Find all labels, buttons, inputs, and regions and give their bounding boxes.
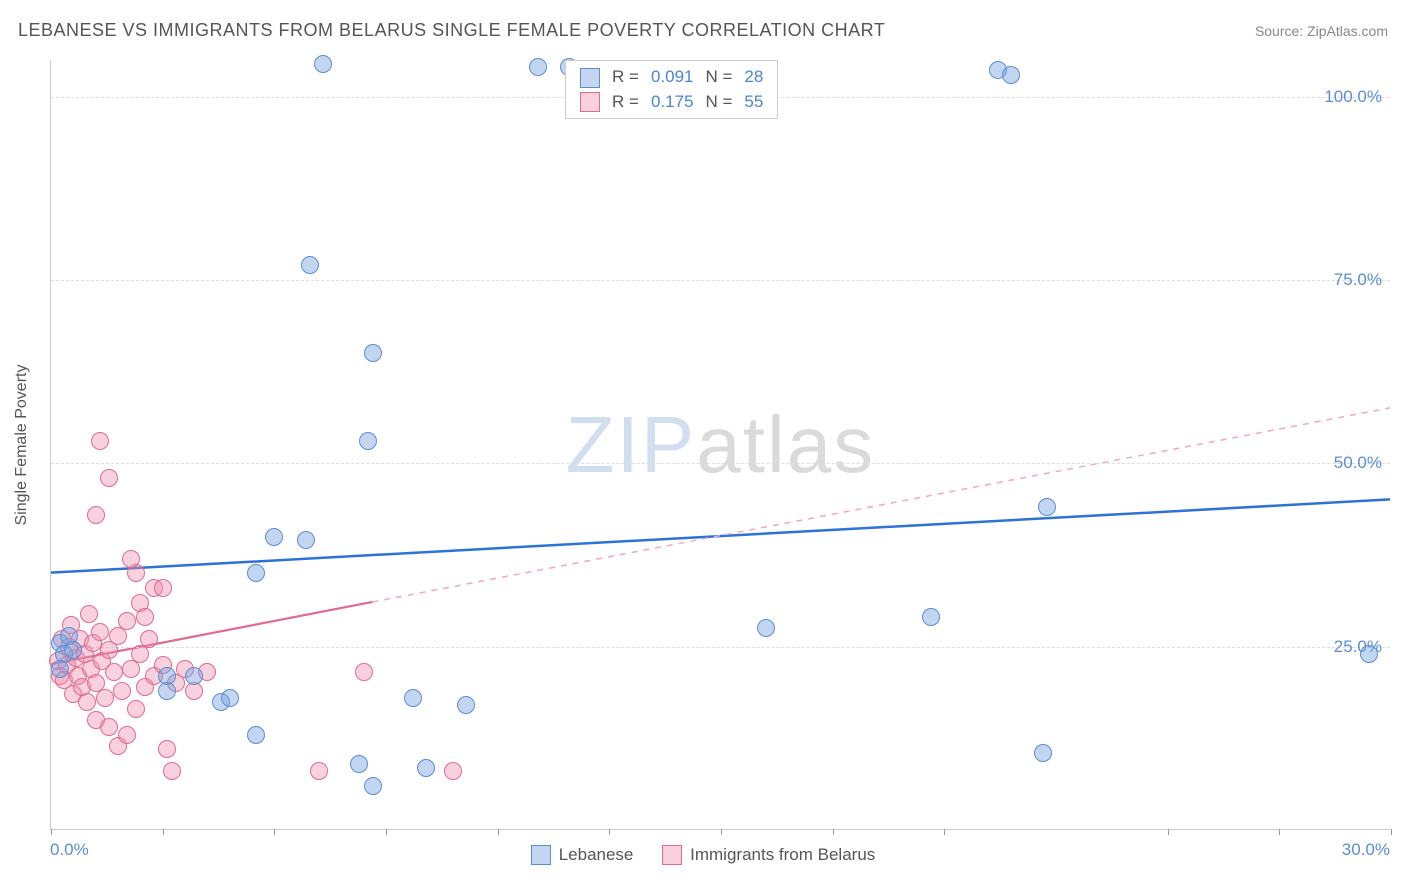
legend-label-lebanese: Lebanese [559, 845, 634, 865]
data-point [122, 550, 140, 568]
x-tick [944, 829, 945, 835]
data-point [64, 641, 82, 659]
x-tick [609, 829, 610, 835]
data-point [444, 762, 462, 780]
x-tick [1391, 829, 1392, 835]
data-point [127, 700, 145, 718]
y-axis-title: Single Female Poverty [13, 365, 31, 526]
swatch-belarus-icon [662, 845, 682, 865]
data-point [51, 660, 69, 678]
stat-r-lebanese: 0.091 [645, 65, 700, 90]
x-tick [386, 829, 387, 835]
data-point [350, 755, 368, 773]
data-point [355, 663, 373, 681]
data-point [247, 564, 265, 582]
data-point [1002, 66, 1020, 84]
data-point [118, 726, 136, 744]
legend-label-belarus: Immigrants from Belarus [690, 845, 875, 865]
swatch-lebanese [580, 68, 600, 88]
data-point [314, 55, 332, 73]
stat-n-label: N = [699, 90, 738, 115]
legend-item-belarus: Immigrants from Belarus [662, 845, 875, 865]
data-point [87, 506, 105, 524]
gridline [51, 280, 1390, 281]
legend-row-belarus: R = 0.175 N = 55 [574, 90, 769, 115]
x-tick [833, 829, 834, 835]
data-point [118, 612, 136, 630]
data-point [158, 682, 176, 700]
data-point [417, 759, 435, 777]
data-point [1034, 744, 1052, 762]
stat-n-label: N = [699, 65, 738, 90]
legend-stats-box: R = 0.091 N = 28 R = 0.175 N = 55 [565, 60, 778, 119]
data-point [457, 696, 475, 714]
data-point [163, 762, 181, 780]
y-tick-label: 100.0% [1324, 87, 1382, 107]
data-point [100, 469, 118, 487]
data-point [265, 528, 283, 546]
gridline [51, 463, 1390, 464]
stat-n-lebanese: 28 [738, 65, 769, 90]
data-point [78, 693, 96, 711]
bottom-legend: Lebanese Immigrants from Belarus [0, 845, 1406, 870]
data-point [364, 777, 382, 795]
x-tick [274, 829, 275, 835]
x-tick [721, 829, 722, 835]
swatch-belarus [580, 92, 600, 112]
data-point [105, 663, 123, 681]
data-point [1038, 498, 1056, 516]
data-point [364, 344, 382, 362]
watermark-zip: ZIP [566, 400, 696, 489]
data-point [136, 608, 154, 626]
data-point [91, 432, 109, 450]
legend-row-lebanese: R = 0.091 N = 28 [574, 65, 769, 90]
data-point [113, 682, 131, 700]
data-point [301, 256, 319, 274]
chart-title: LEBANESE VS IMMIGRANTS FROM BELARUS SING… [18, 20, 885, 41]
plot-area: ZIPatlas 25.0%50.0%75.0%100.0% [50, 60, 1390, 830]
x-tick [498, 829, 499, 835]
data-point [529, 58, 547, 76]
source-attribution: Source: ZipAtlas.com [1255, 23, 1388, 39]
y-tick-label: 75.0% [1334, 270, 1382, 290]
y-tick-label: 50.0% [1334, 453, 1382, 473]
data-point [221, 689, 239, 707]
data-point [96, 689, 114, 707]
swatch-lebanese-icon [531, 845, 551, 865]
x-tick [1279, 829, 1280, 835]
data-point [247, 726, 265, 744]
data-point [140, 630, 158, 648]
x-tick [51, 829, 52, 835]
x-tick [163, 829, 164, 835]
x-tick [1168, 829, 1169, 835]
legend-item-lebanese: Lebanese [531, 845, 634, 865]
data-point [757, 619, 775, 637]
gridline [51, 647, 1390, 648]
trend-lines [51, 60, 1390, 829]
data-point [158, 740, 176, 758]
stat-n-belarus: 55 [738, 90, 769, 115]
data-point [404, 689, 422, 707]
stat-r-label: R = [606, 65, 645, 90]
data-point [185, 667, 203, 685]
data-point [310, 762, 328, 780]
data-point [91, 623, 109, 641]
data-point [80, 605, 98, 623]
data-point [922, 608, 940, 626]
data-point [154, 579, 172, 597]
watermark-atlas: atlas [696, 400, 875, 489]
stat-r-belarus: 0.175 [645, 90, 700, 115]
data-point [359, 432, 377, 450]
stat-r-label: R = [606, 90, 645, 115]
data-point [1360, 645, 1378, 663]
data-point [297, 531, 315, 549]
watermark: ZIPatlas [566, 399, 875, 491]
data-point [100, 718, 118, 736]
